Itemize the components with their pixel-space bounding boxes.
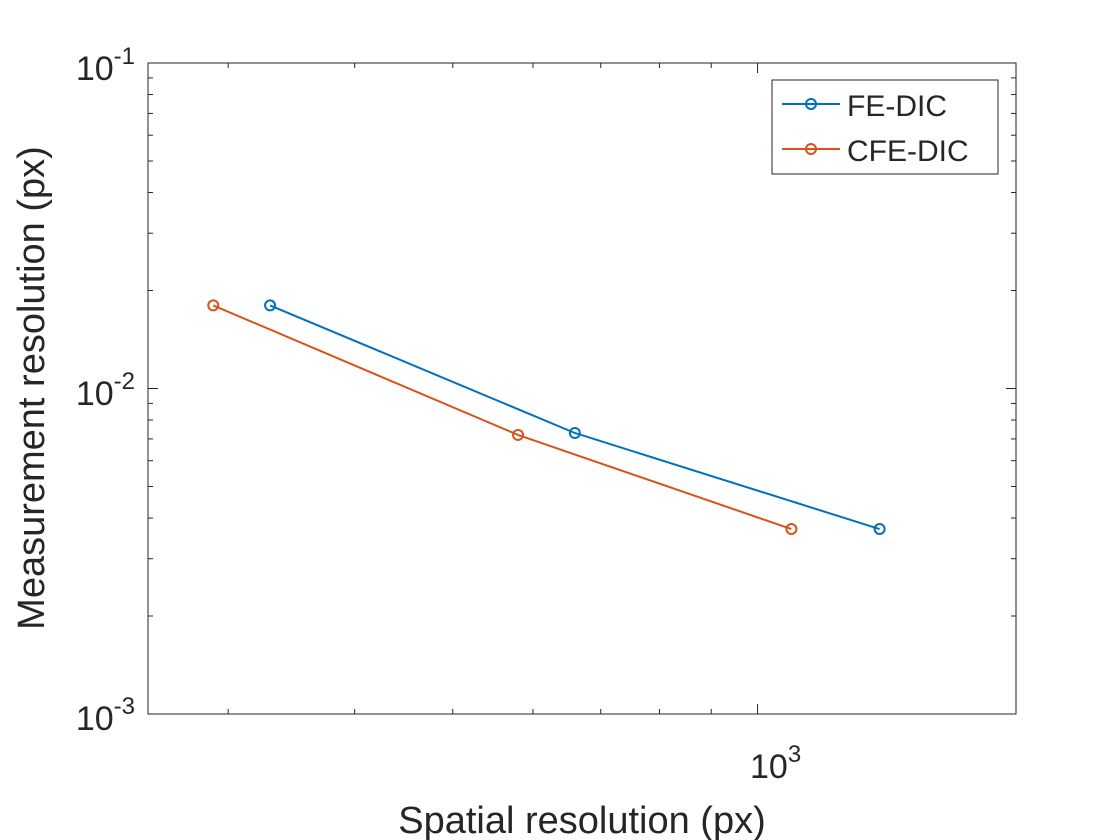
x-axis-label: Spatial resolution (px)	[398, 800, 766, 840]
y-tick-labels: 10-1 10-2 10-3	[76, 43, 135, 738]
data-point-fe-dic	[568, 426, 581, 439]
legend-box	[771, 79, 999, 175]
minor-ticks	[148, 63, 1016, 715]
x-tick-labels: 103	[750, 741, 801, 786]
series-line-cfe-dic	[212, 304, 792, 530]
data-point-cfe-dic	[512, 428, 525, 441]
legend-marker-fe-dic	[805, 98, 817, 110]
legend-label-fe-dic: FE-DIC	[847, 90, 947, 123]
y-axis-label: Measurement resolution (px)	[11, 146, 53, 630]
data-point-fe-dic	[264, 299, 277, 312]
y-tick-label-1e-3: 10-3	[76, 693, 135, 738]
legend-marker-cfe-dic	[805, 143, 817, 155]
y-tick-label-1e-1: 10-1	[76, 43, 135, 88]
data-point-cfe-dic	[785, 523, 798, 536]
legend: FE-DIC CFE-DIC	[771, 79, 999, 175]
legend-label-cfe-dic: CFE-DIC	[847, 135, 969, 168]
data-point-cfe-dic	[207, 299, 220, 312]
data-point-fe-dic	[873, 523, 886, 536]
series-line-fe-dic	[269, 304, 880, 531]
x-tick-label-1e3: 103	[750, 741, 801, 786]
series-layer	[207, 299, 886, 536]
y-tick-label-1e-2: 10-2	[76, 368, 135, 413]
